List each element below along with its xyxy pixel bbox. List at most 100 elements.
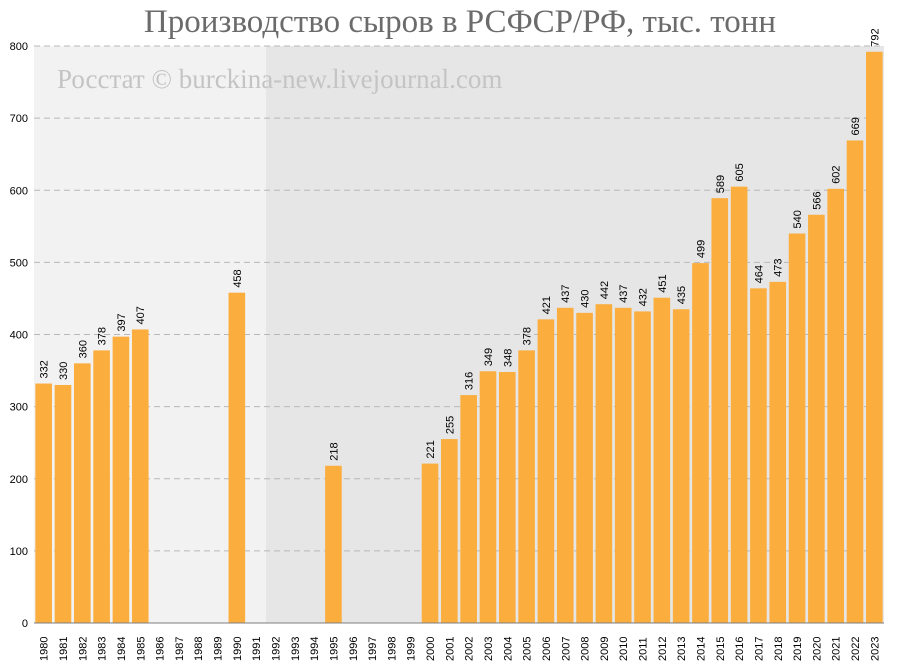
value-labels: 332 330 360 378 397 407 458 218 221 255 316 349 348 3…: [39, 28, 882, 460]
value-label: 255: [444, 416, 456, 434]
x-tick-label: 2003: [483, 637, 495, 661]
bar: [711, 198, 729, 623]
bar: [750, 288, 767, 623]
value-label: 669: [850, 117, 862, 135]
x-tick-label: 1980: [39, 637, 51, 661]
x-tick-label: 2012: [657, 637, 669, 661]
x-tick-label: 1993: [290, 637, 302, 661]
bar: [537, 319, 555, 623]
y-tick-label: 700: [10, 113, 28, 125]
bar: [556, 307, 574, 623]
value-label: 360: [77, 340, 89, 358]
x-tick-label: 1989: [213, 637, 225, 661]
bar: [653, 297, 671, 623]
x-tick-label: 2016: [734, 637, 746, 661]
value-label: 330: [58, 362, 70, 380]
value-label: 397: [116, 313, 128, 331]
bar: [595, 304, 613, 623]
x-tick-label: 2020: [811, 637, 823, 661]
value-label: 421: [541, 296, 553, 314]
value-label: 378: [522, 327, 534, 345]
value-label: 316: [464, 372, 476, 390]
bar: [460, 395, 477, 623]
bar: [692, 263, 709, 623]
bar: [228, 292, 246, 623]
value-label: 499: [695, 240, 707, 258]
x-tick-label: 1996: [348, 637, 360, 661]
value-label: 348: [502, 349, 514, 367]
bar: [672, 309, 690, 623]
x-tick-label: 1984: [116, 637, 128, 661]
value-label: 435: [676, 286, 688, 304]
x-tick-label: 2006: [541, 637, 553, 661]
value-label: 349: [483, 348, 495, 366]
bar: [73, 363, 91, 623]
bar: [421, 463, 439, 623]
bar: [35, 383, 52, 623]
chart-title: Производство сыров в РСФСР/РФ, тыс. тонн: [144, 4, 776, 40]
value-label: 437: [560, 284, 572, 302]
bar: [808, 214, 825, 623]
x-axis-ticks: 1980 1981 1982 1983 1984 1985 1986 1987 1988 1989…: [39, 637, 882, 661]
y-tick-label: 500: [10, 257, 28, 269]
value-label: 407: [135, 306, 147, 324]
bar: [518, 350, 535, 623]
bar: [576, 312, 593, 623]
bar: [846, 140, 864, 623]
x-tick-label: 2017: [753, 637, 765, 661]
x-tick-label: 1981: [58, 637, 70, 661]
y-tick-label: 600: [10, 185, 28, 197]
value-label: 602: [831, 165, 843, 183]
value-label: 221: [425, 440, 437, 458]
x-tick-label: 2021: [831, 637, 843, 661]
x-tick-label: 2011: [638, 637, 650, 661]
bar: [634, 311, 651, 623]
gridlines: [34, 45, 884, 552]
value-label: 605: [734, 163, 746, 181]
x-tick-label: 1988: [193, 637, 205, 661]
bar: [730, 186, 748, 624]
x-tick-label: 2000: [425, 637, 437, 661]
x-tick-label: 2019: [792, 637, 804, 661]
x-tick-label: 1999: [406, 637, 418, 661]
x-tick-label: 2008: [580, 637, 592, 661]
x-tick-label: 2010: [618, 637, 630, 661]
y-tick-label: 800: [10, 41, 28, 53]
x-tick-label: 1994: [309, 637, 321, 661]
x-tick-label: 2005: [522, 637, 534, 661]
value-label: 566: [811, 191, 823, 209]
value-label: 430: [580, 290, 592, 308]
value-label: 589: [715, 175, 727, 193]
x-tick-label: 1998: [386, 637, 398, 661]
bar: [131, 329, 149, 623]
x-tick-label: 1986: [155, 637, 167, 661]
x-tick-label: 2009: [599, 637, 611, 661]
value-label: 451: [657, 274, 669, 292]
x-tick-label: 2013: [676, 637, 688, 661]
x-tick-label: 1985: [135, 637, 147, 661]
bar: [112, 336, 130, 623]
bar: [788, 233, 806, 623]
bar: [93, 350, 110, 623]
value-label: 540: [792, 210, 804, 228]
value-label: 458: [232, 269, 244, 287]
value-label: 218: [328, 442, 340, 460]
x-tick-label: 2023: [869, 637, 881, 661]
value-label: 378: [97, 327, 109, 345]
x-tick-label: 1992: [270, 637, 282, 661]
bar: [325, 465, 342, 623]
value-label: 792: [869, 28, 881, 46]
value-label: 437: [618, 284, 630, 302]
watermark: Росстат © burckina-new.livejournal.com: [57, 64, 502, 94]
x-tick-label: 2007: [560, 637, 572, 661]
y-tick-label: 400: [10, 330, 28, 342]
y-tick-label: 300: [10, 402, 28, 414]
value-label: 464: [753, 265, 765, 283]
value-label: 473: [773, 258, 785, 276]
x-tick-label: 1982: [77, 637, 89, 661]
x-tick-label: 1990: [232, 637, 244, 661]
x-tick-label: 2014: [695, 637, 707, 661]
bar: [498, 372, 516, 623]
x-tick-label: 1991: [251, 637, 263, 661]
